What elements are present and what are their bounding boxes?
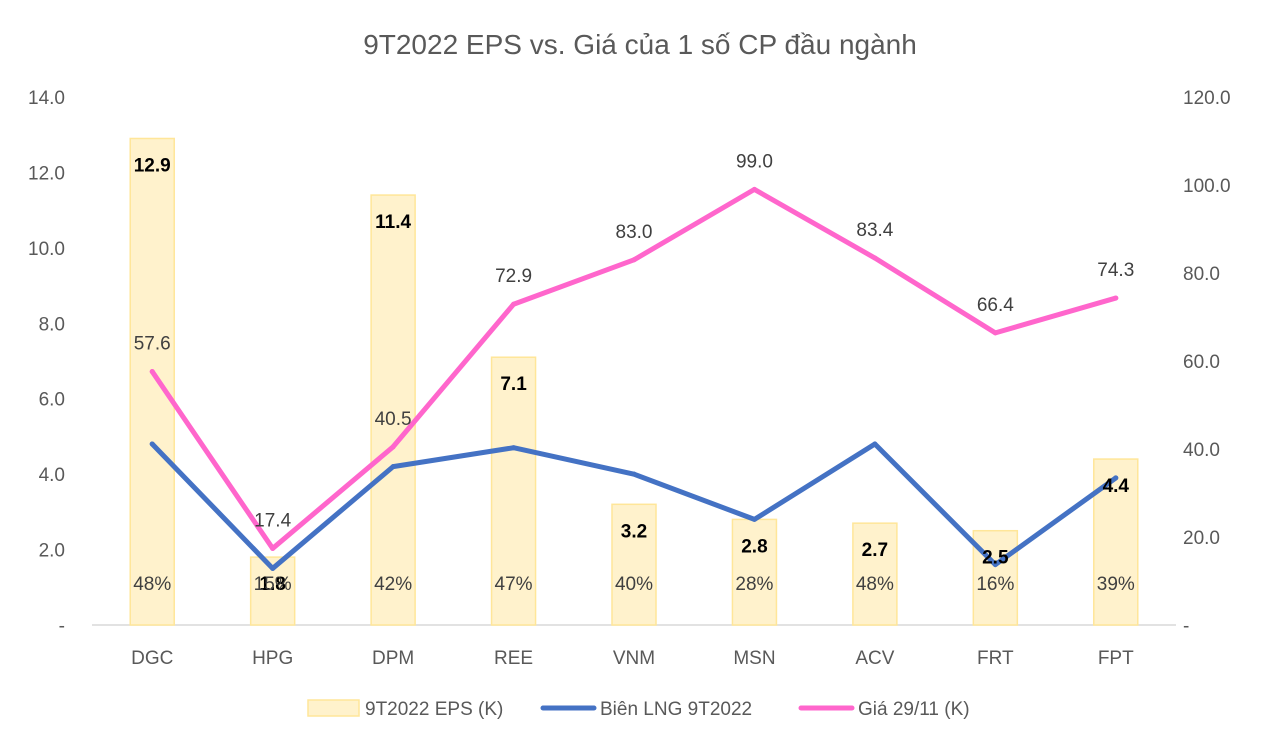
bar-acv <box>852 522 898 626</box>
price-line-series <box>149 186 1119 551</box>
margin-point-acv <box>872 441 878 447</box>
margin-value-label: 39% <box>1097 574 1135 595</box>
price-point-fpt <box>1113 295 1119 301</box>
left-axis-tick-label: 6.0 <box>39 390 65 411</box>
bar-msn <box>731 518 778 626</box>
right-axis-tick-label: 80.0 <box>1183 264 1220 285</box>
x-axis-label: HPG <box>252 648 293 669</box>
right-axis: - 20.0 40.0 60.0 80.0 100.0 120.0 <box>1183 88 1231 637</box>
legend-swatch <box>307 699 360 717</box>
margin-value-label: 16% <box>976 574 1014 595</box>
x-axis-label: VNM <box>613 648 655 669</box>
margin-point-dpm <box>390 464 396 470</box>
margin-value-label: 28% <box>735 574 773 595</box>
x-axis-label: FPT <box>1098 648 1134 669</box>
legend-label: 9T2022 EPS (K) <box>365 699 503 720</box>
legend: 9T2022 EPS (K) Biên LNG 9T2022 Giá 29/11 (… <box>307 699 970 720</box>
data-labels: 12.9 1.8 11.4 7.1 3.2 2.8 2.7 2.5 4.4 48% 15% 42% 47… <box>133 151 1135 595</box>
bar-value-label: 11.4 <box>375 212 411 233</box>
margin-point-frt <box>992 562 998 568</box>
margin-value-label: 48% <box>856 574 894 595</box>
margin-value-label: 15% <box>254 574 292 595</box>
bar-value-label: 1.8 <box>259 574 285 595</box>
margin-point-msn <box>751 516 757 522</box>
price-value-label: 99.0 <box>736 151 773 172</box>
price-value-label: 57.6 <box>134 334 171 355</box>
legend-label: Biên LNG 9T2022 <box>600 699 752 720</box>
x-axis-label: REE <box>494 648 533 669</box>
bar-vnm <box>611 503 657 626</box>
legend-item: Giá 29/11 (K) <box>798 699 970 720</box>
x-axis-label: FRT <box>977 648 1014 669</box>
bar-value-label: 12.9 <box>134 155 171 176</box>
margin-point-ree <box>511 445 517 451</box>
price-point-hpg <box>270 545 276 551</box>
margin-value-label: 42% <box>374 574 412 595</box>
price-point-frt <box>992 330 998 336</box>
bar-series <box>129 137 1139 626</box>
price-point-vnm <box>631 257 637 263</box>
left-axis-tick-label: 4.0 <box>39 465 65 486</box>
bar-dgc <box>129 137 175 626</box>
left-axis-tick-label: 10.0 <box>28 239 65 260</box>
legend-item: Biên LNG 9T2022 <box>540 699 752 720</box>
margin-point-vnm <box>631 471 637 477</box>
margin-value-label: 48% <box>133 574 171 595</box>
right-axis-tick-label: - <box>1183 616 1189 637</box>
legend-item: 9T2022 EPS (K) <box>307 699 503 720</box>
price-point-msn <box>751 186 757 192</box>
bar-value-label: 2.5 <box>982 548 1009 569</box>
price-value-label: 74.3 <box>1097 260 1134 281</box>
right-axis-tick-label: 60.0 <box>1183 352 1220 373</box>
bar-value-label: 7.1 <box>500 374 527 395</box>
bar-value-label: 2.8 <box>741 536 767 557</box>
bar-value-label: 4.4 <box>1103 476 1130 497</box>
price-value-label: 83.4 <box>856 220 893 241</box>
price-value-label: 72.9 <box>495 266 532 287</box>
left-axis: - 2.0 4.0 6.0 8.0 10.0 12.0 14.0 <box>28 88 65 637</box>
price-value-label: 17.4 <box>254 510 291 531</box>
price-point-dgc <box>149 369 155 375</box>
left-axis-tick-label: 12.0 <box>28 163 65 184</box>
margin-value-label: 40% <box>615 574 653 595</box>
chart-title: 9T2022 EPS vs. Giá của 1 số CP đầu ngành <box>363 29 917 60</box>
price-value-label: 66.4 <box>977 295 1014 316</box>
price-point-ree <box>511 301 517 307</box>
left-axis-tick-label: 8.0 <box>39 314 65 335</box>
left-axis-tick-label: 2.0 <box>39 541 65 562</box>
price-value-label: 83.0 <box>616 222 653 243</box>
legend-label: Giá 29/11 (K) <box>858 699 970 720</box>
bar-ree <box>490 356 537 626</box>
price-point-acv <box>872 255 878 261</box>
x-axis-label: MSN <box>733 648 775 669</box>
margin-line-series <box>149 441 1119 571</box>
price-value-label: 40.5 <box>375 409 412 430</box>
margin-point-dgc <box>149 441 155 447</box>
price-line <box>149 186 1119 551</box>
margin-point-fpt <box>1113 475 1119 481</box>
bar-value-label: 2.7 <box>862 540 888 561</box>
bar-value-label: 3.2 <box>621 521 647 542</box>
right-axis-tick-label: 20.0 <box>1183 528 1220 549</box>
right-axis-tick-label: 100.0 <box>1183 176 1231 197</box>
price-point-dpm <box>390 444 396 450</box>
left-axis-tick-label: - <box>59 616 65 637</box>
bar-dpm <box>370 194 416 626</box>
x-axis-labels: DGC HPG DPM REE VNM MSN ACV FRT FPT <box>131 648 1134 669</box>
left-axis-tick-label: 14.0 <box>28 88 65 109</box>
x-axis-label: ACV <box>855 648 894 669</box>
right-axis-tick-label: 40.0 <box>1183 440 1220 461</box>
bar-fpt <box>1093 458 1139 626</box>
x-axis-label: DGC <box>131 648 173 669</box>
right-axis-tick-label: 120.0 <box>1183 88 1231 109</box>
margin-value-label: 47% <box>495 574 533 595</box>
x-axis-label: DPM <box>372 648 414 669</box>
margin-point-hpg <box>270 565 276 571</box>
